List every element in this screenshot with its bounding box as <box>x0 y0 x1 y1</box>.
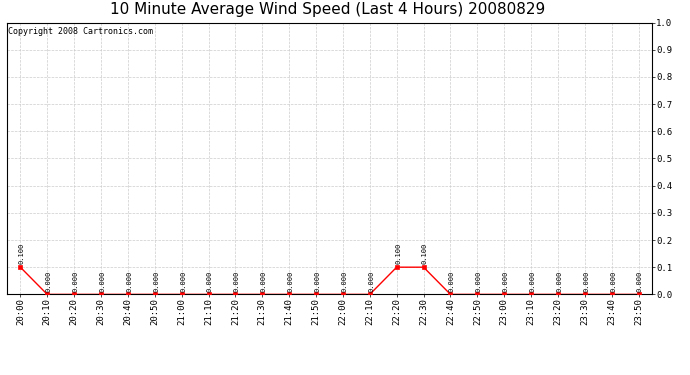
Text: 0.100: 0.100 <box>395 243 401 264</box>
Text: 0.000: 0.000 <box>502 270 509 292</box>
Text: 0.000: 0.000 <box>180 270 186 292</box>
Text: 0.000: 0.000 <box>368 270 374 292</box>
Text: 0.000: 0.000 <box>126 270 132 292</box>
Text: 0.000: 0.000 <box>475 270 482 292</box>
Text: 10 Minute Average Wind Speed (Last 4 Hours) 20080829: 10 Minute Average Wind Speed (Last 4 Hou… <box>110 2 545 17</box>
Text: 0.000: 0.000 <box>342 270 347 292</box>
Text: 0.000: 0.000 <box>234 270 240 292</box>
Text: 0.000: 0.000 <box>72 270 79 292</box>
Text: 0.000: 0.000 <box>637 270 643 292</box>
Text: 0.000: 0.000 <box>583 270 589 292</box>
Text: Copyright 2008 Cartronics.com: Copyright 2008 Cartronics.com <box>8 27 153 36</box>
Text: 0.000: 0.000 <box>448 270 455 292</box>
Text: 0.000: 0.000 <box>46 270 52 292</box>
Text: 0.000: 0.000 <box>315 270 320 292</box>
Text: 0.100: 0.100 <box>422 243 428 264</box>
Text: 0.000: 0.000 <box>207 270 213 292</box>
Text: 0.000: 0.000 <box>288 270 293 292</box>
Text: 0.000: 0.000 <box>556 270 562 292</box>
Text: 0.000: 0.000 <box>153 270 159 292</box>
Text: 0.000: 0.000 <box>610 270 616 292</box>
Text: 0.000: 0.000 <box>99 270 106 292</box>
Text: 0.000: 0.000 <box>529 270 535 292</box>
Text: 0.100: 0.100 <box>19 243 25 264</box>
Text: 0.000: 0.000 <box>261 270 266 292</box>
